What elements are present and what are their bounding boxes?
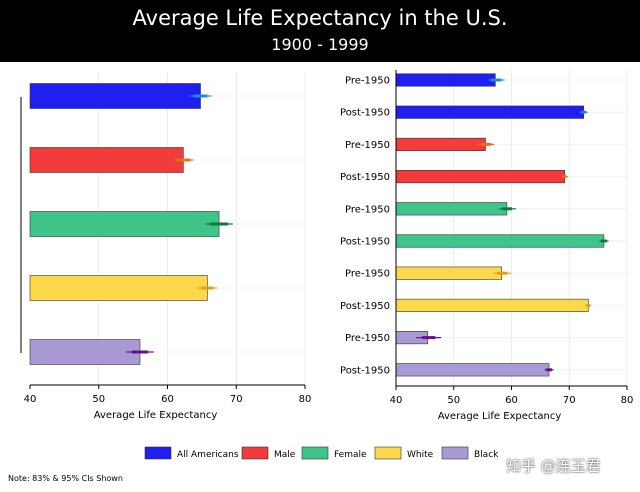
legend-swatch: [241, 446, 269, 460]
category-label: Pre-1950: [345, 333, 390, 344]
chart-title: Average Life Expectancy in the U.S.: [132, 6, 508, 30]
right-bar: [395, 298, 589, 312]
ci-note: Note: 83% & 95% CIs Shown: [8, 474, 123, 483]
right-bar: [395, 234, 605, 248]
right-x-tick-label: 80: [621, 395, 634, 406]
category-label: Pre-1950: [345, 269, 390, 280]
legend-swatch: [374, 446, 402, 460]
left-bar: [29, 211, 220, 237]
category-label: Pre-1950: [345, 204, 390, 215]
watermark: 知乎 @连玉君: [506, 457, 601, 475]
legend-label: Black: [474, 450, 499, 460]
left-bar: [29, 339, 141, 365]
category-label: Post-1950: [340, 365, 390, 376]
legend-label: Male: [274, 450, 296, 460]
chart-subtitle: 1900 - 1999: [271, 35, 369, 54]
left-bar: [29, 83, 201, 109]
right-bar: [395, 105, 584, 119]
right-x-tick-label: 60: [505, 395, 518, 406]
right-x-tick-label: 40: [390, 395, 403, 406]
category-label: Pre-1950: [345, 76, 390, 87]
legend-swatch: [144, 446, 172, 460]
category-label: Post-1950: [340, 172, 390, 183]
right-bar: [395, 73, 496, 87]
left-x-tick-label: 80: [299, 394, 312, 405]
left-x-tick-label: 50: [92, 394, 105, 405]
left-x-axis-label: Average Life Expectancy: [94, 410, 218, 421]
right-bar: [395, 137, 486, 151]
right-x-axis-label: Average Life Expectancy: [438, 411, 562, 422]
category-label: Post-1950: [340, 237, 390, 248]
legend-label: All Americans: [177, 450, 239, 460]
left-x-tick-label: 70: [230, 394, 243, 405]
left-bar: [29, 147, 184, 173]
category-label: Pre-1950: [345, 140, 390, 151]
legend-label: Female: [334, 450, 367, 460]
legend-swatch: [441, 446, 469, 460]
category-label: Post-1950: [340, 108, 390, 119]
left-x-tick-label: 40: [24, 394, 37, 405]
right-bar: [395, 170, 565, 184]
right-bar: [395, 266, 502, 280]
legend-swatch: [301, 446, 329, 460]
legend-label: White: [407, 450, 434, 460]
left-bar: [29, 275, 208, 301]
left-x-tick-label: 60: [161, 394, 174, 405]
right-x-tick-label: 70: [563, 395, 576, 406]
right-bar: [395, 202, 508, 216]
title-bar: Average Life Expectancy in the U.S. 1900…: [0, 0, 640, 62]
category-label: Post-1950: [340, 301, 390, 312]
right-bar: [395, 363, 550, 377]
right-x-tick-label: 50: [447, 395, 460, 406]
